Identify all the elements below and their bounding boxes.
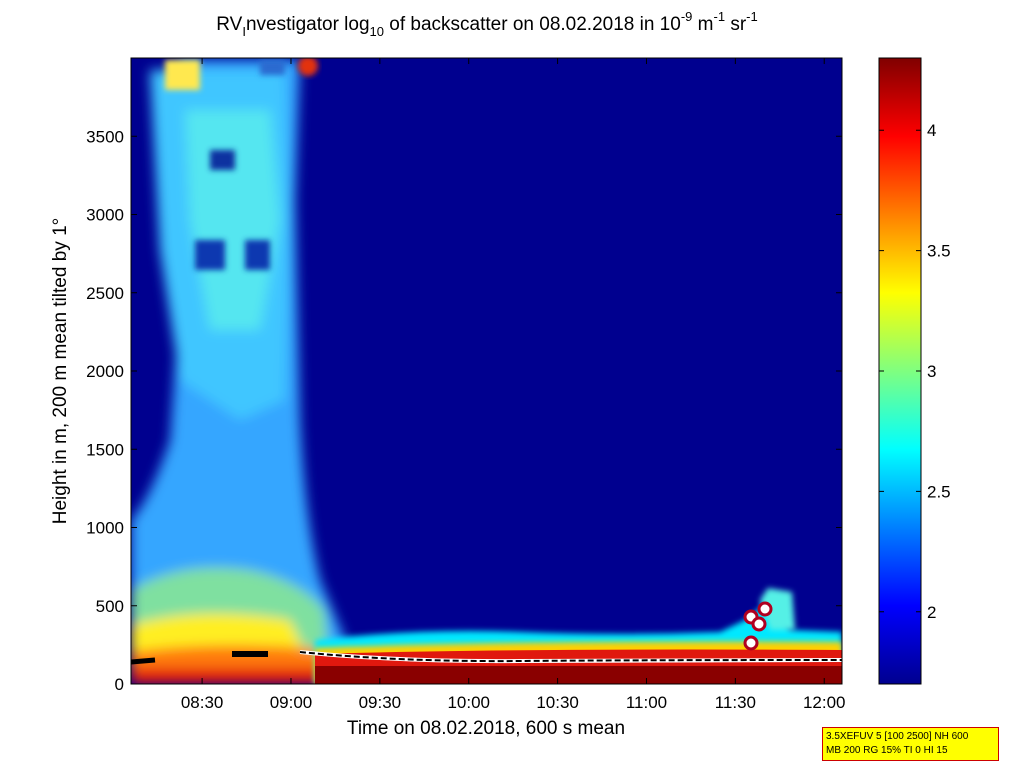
y-tick-label: 500 <box>96 597 124 616</box>
top-hotspot <box>298 58 318 76</box>
x-tick-label: 10:00 <box>447 693 490 712</box>
title-part-2: nvestigator log <box>246 14 370 35</box>
title-part-1: I <box>242 24 246 39</box>
cloud-base-markers <box>131 601 842 665</box>
y-axis: 0 500 1000 1500 2000 2500 3000 3500 <box>86 127 842 694</box>
colorbar-tick-label: 3.5 <box>927 242 951 261</box>
colorbar-tick-label: 3 <box>927 362 936 381</box>
y-tick-label: 2500 <box>86 284 124 303</box>
colorbar-tick-label: 2.5 <box>927 482 951 501</box>
x-tick-label: 12:00 <box>803 693 846 712</box>
title-part-3: 10 <box>370 24 384 39</box>
x-axis: 08:30 09:00 09:30 10:00 10:30 11:00 11:30 12:00 <box>181 58 846 712</box>
colorbar-tick-label: 4 <box>927 121 936 140</box>
title-part-5: -9 <box>681 9 693 24</box>
x-tick-label: 10:30 <box>536 693 579 712</box>
colorbar-axis: 2 2.5 3 3.5 4 <box>879 121 951 622</box>
y-tick-label: 3500 <box>86 127 124 146</box>
plot-area <box>131 58 842 684</box>
x-tick-label: 11:00 <box>626 693 667 712</box>
info-box: 3.5XEFUV 5 [100 2500] NH 600 MB 200 RG 1… <box>822 727 999 761</box>
title-part-9: -1 <box>746 9 758 24</box>
y-tick-label: 3000 <box>86 206 124 225</box>
title-part-0: RV <box>216 14 242 35</box>
title-part-8: sr <box>725 14 747 35</box>
info-line-2: MB 200 RG 15% TI 0 HI 15 <box>826 745 948 756</box>
y-tick-label: 1000 <box>86 519 124 538</box>
title-part-6: m <box>692 14 713 35</box>
y-axis-label: Height in m, 200 m mean tilted by 1° <box>50 218 71 524</box>
title-part-4: of backscatter on 08.02.2018 in 10 <box>384 14 681 35</box>
y-tick-label: 1500 <box>86 440 124 459</box>
upper-plume-blobs <box>165 60 285 270</box>
x-tick-label: 08:30 <box>181 693 224 712</box>
x-tick-label: 09:30 <box>359 693 402 712</box>
x-axis-label: Time on 08.02.2018, 600 s mean <box>347 718 625 739</box>
info-line-1: 3.5XEFUV 5 [100 2500] NH 600 <box>826 731 969 742</box>
x-tick-label: 09:00 <box>270 693 313 712</box>
y-tick-label: 0 <box>115 675 124 694</box>
colorbar-tick-label: 2 <box>927 603 936 622</box>
colorbar <box>878 57 922 685</box>
chart-title: RVInvestigator log10 of backscatter on 0… <box>216 9 757 39</box>
y-tick-label: 2000 <box>86 362 124 381</box>
title-part-7: -1 <box>714 9 726 24</box>
x-tick-label: 11:30 <box>715 693 756 712</box>
